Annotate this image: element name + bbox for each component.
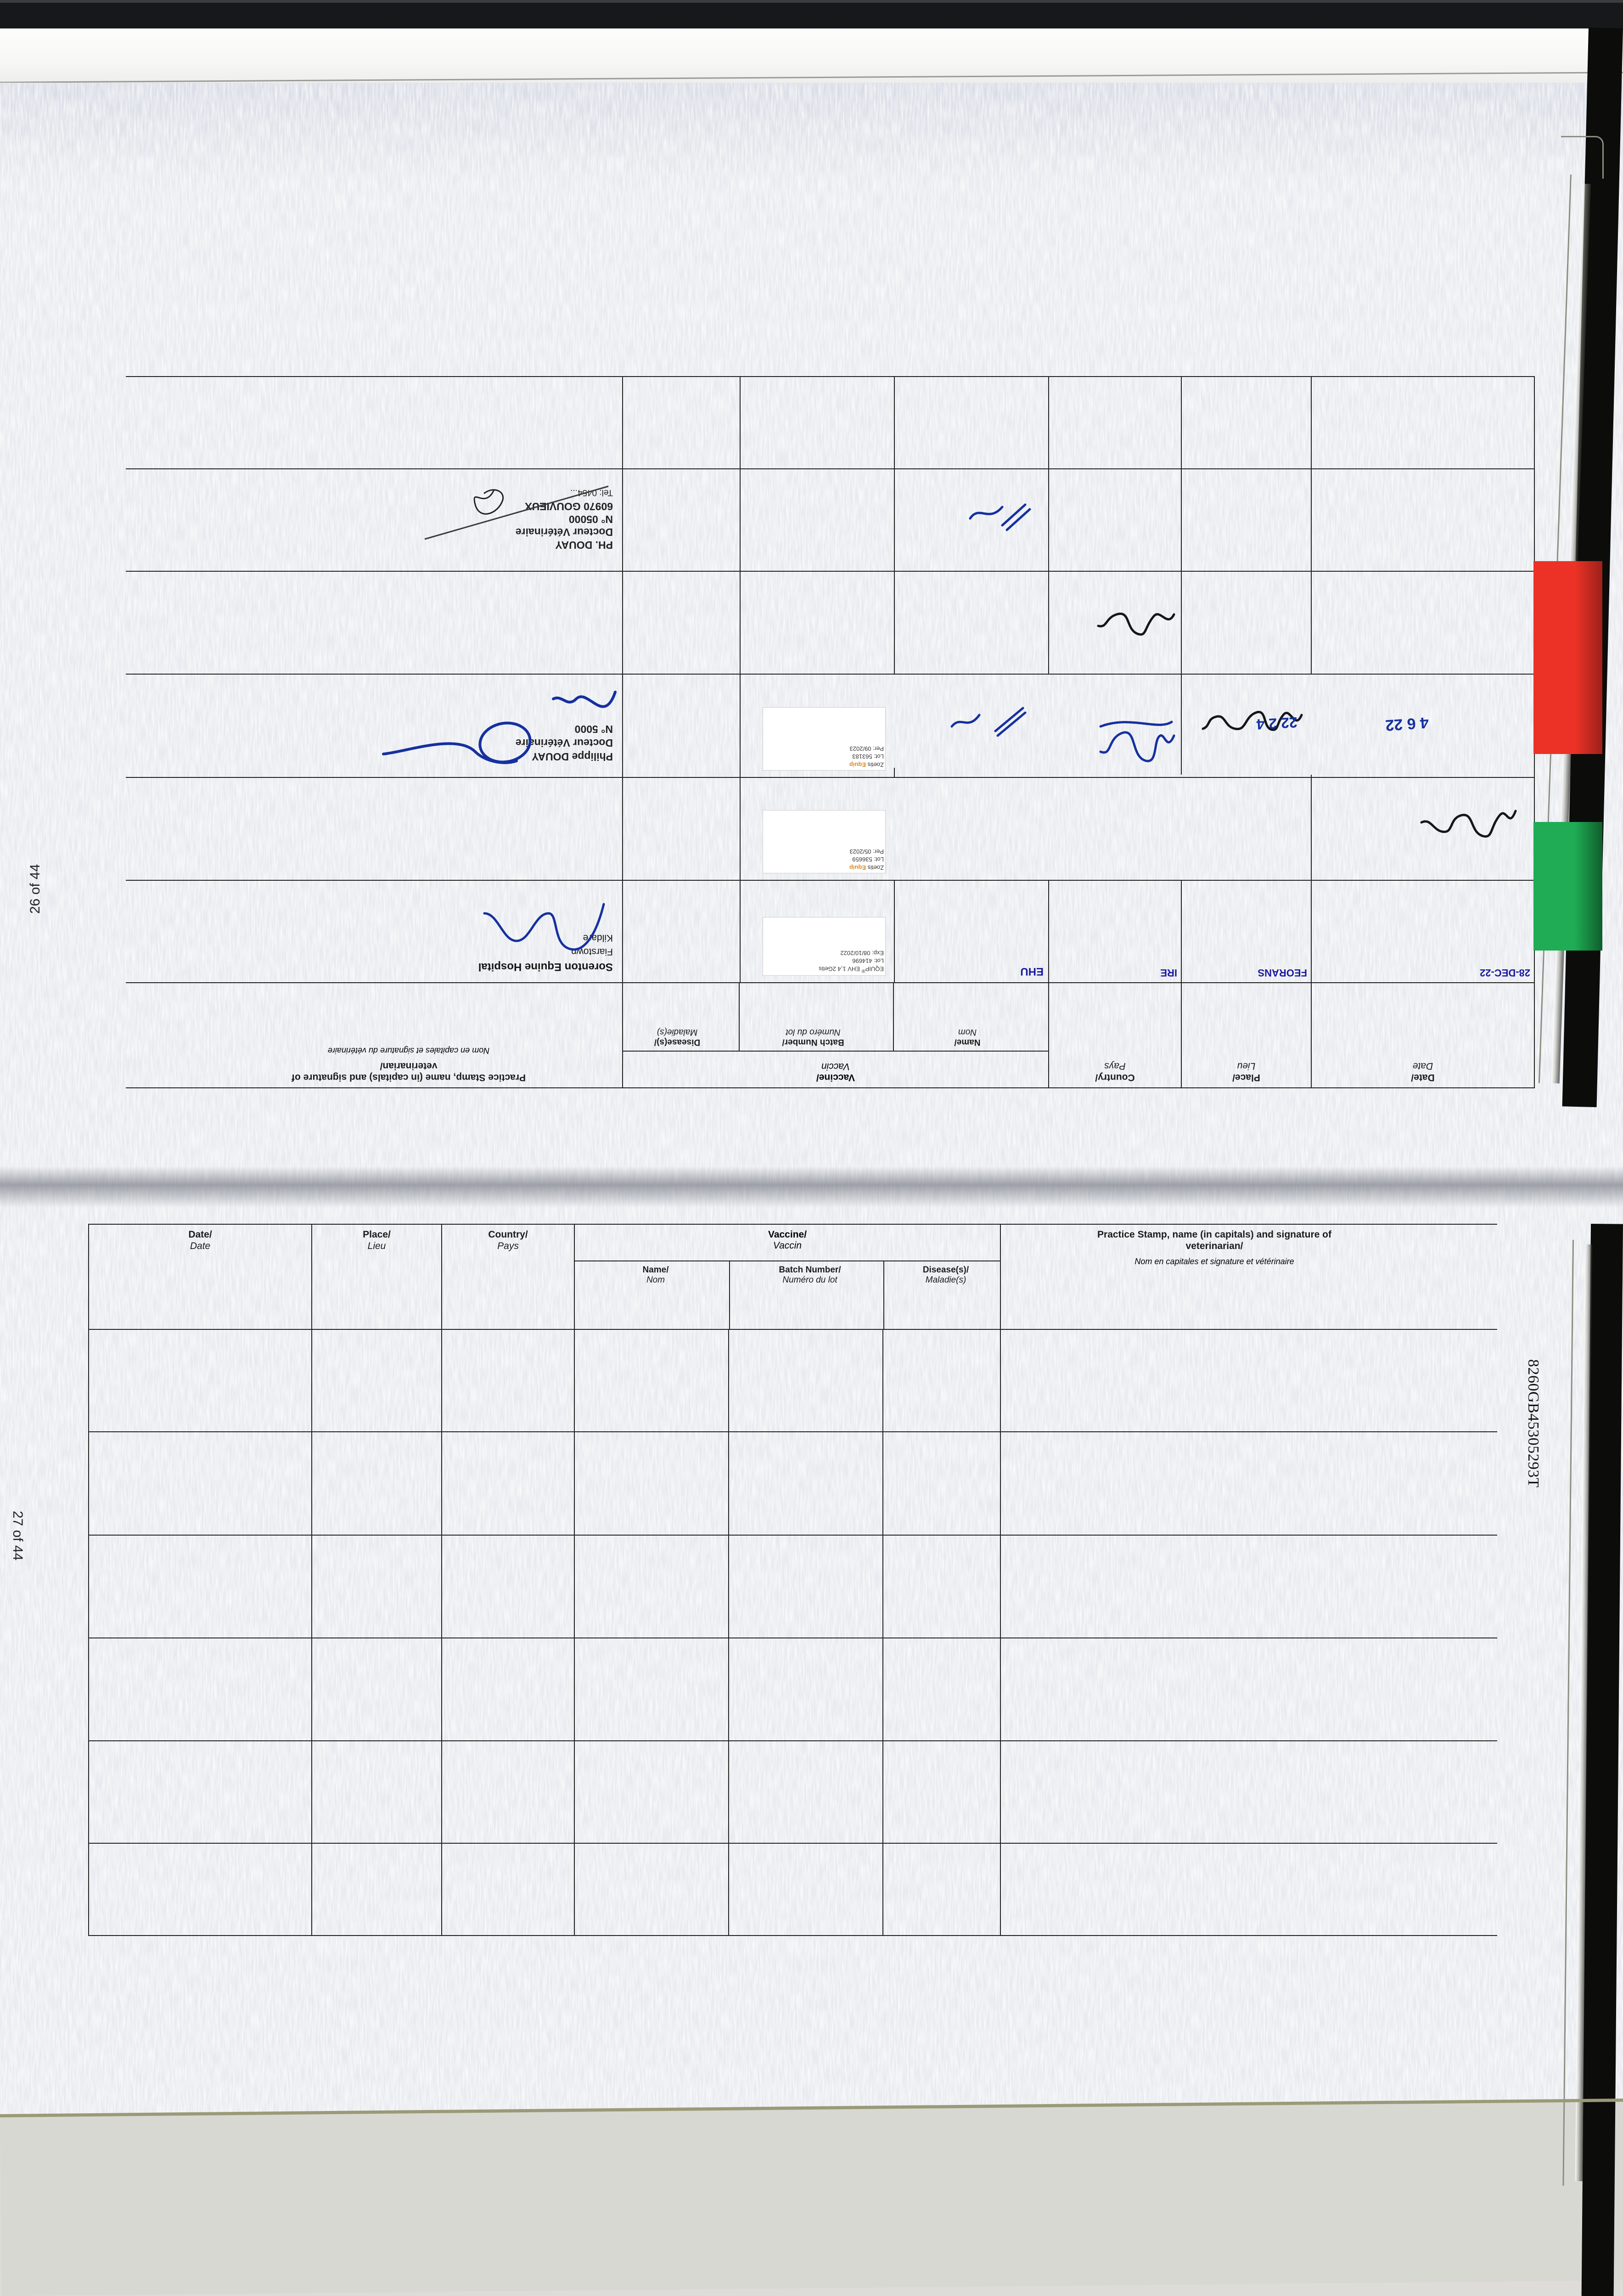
svg-text:4 6 22: 4 6 22 — [1385, 714, 1429, 734]
svg-text:22 2 4: 22 2 4 — [1256, 714, 1298, 733]
